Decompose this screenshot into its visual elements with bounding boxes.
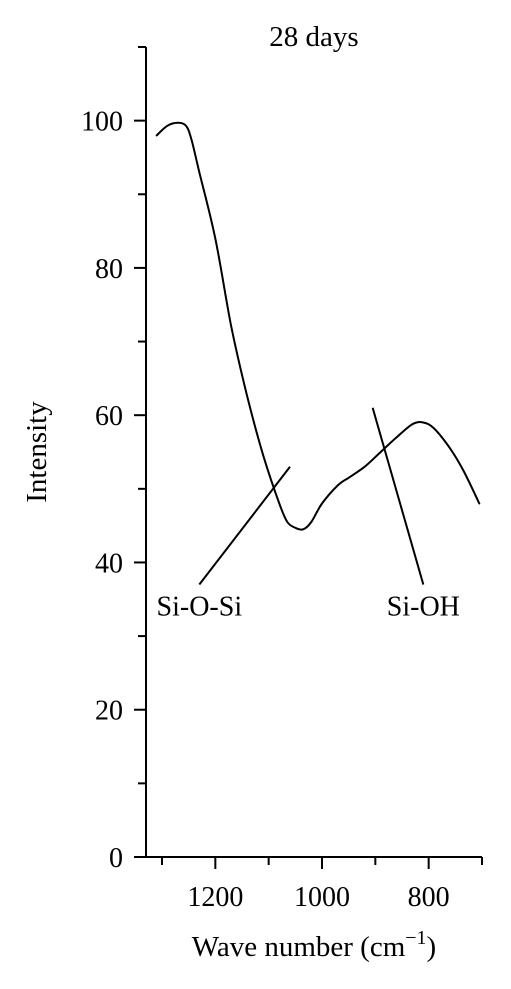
x-tick-label: 1000 [294,882,350,913]
y-tick-label: 60 [95,401,123,432]
annotation-label: Si-OH [387,592,460,623]
annotation-leader-line [198,466,291,586]
x-tick-label: 800 [408,882,450,913]
y-ticks: 0 20 40 60 80 100 [81,46,146,874]
y-axis-label: Intensity [21,401,53,503]
y-tick-label: 100 [81,107,123,138]
y-tick-label: 40 [95,548,123,579]
annotation-leader-line [371,407,425,585]
y-tick-label: 80 [95,254,123,285]
intensity-series-line [155,121,481,531]
x-tick-label: 1200 [187,882,243,913]
x-axis-label-main: Wave number (cm [192,931,406,963]
y-tick-label: 0 [109,843,123,874]
x-axis-label-close: ) [427,931,437,963]
x-axis-label-superscript: −1 [405,927,426,949]
y-tick-label: 20 [95,696,123,727]
chart-title: 28 days [269,21,358,53]
peak-annotations: Si-O-Si Si-OH [157,407,460,623]
x-ticks: 1200 1000 800 [161,857,483,913]
x-axis-label: Wave number (cm−1) [192,927,436,963]
annotation-label: Si-O-Si [157,592,243,623]
